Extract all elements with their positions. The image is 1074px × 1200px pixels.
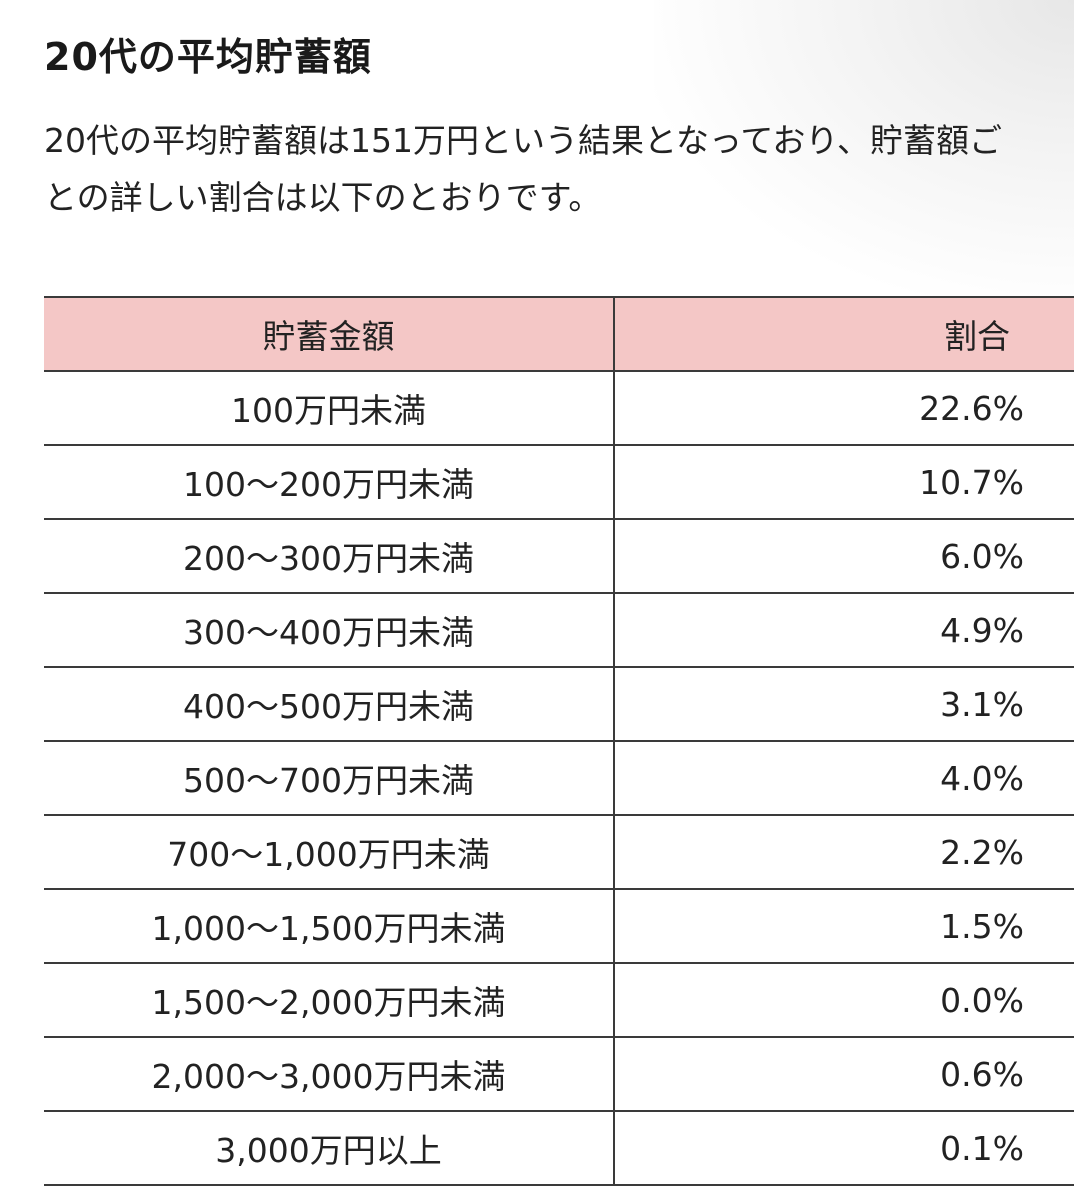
- table-row: 100万円未満 22.6%: [44, 370, 1074, 446]
- ratio-cell: 2.2%: [614, 814, 1074, 890]
- table-body: 100万円未満 22.6% 100～200万円未満 10.7% 200～300万円未満 6…: [44, 370, 1074, 1186]
- ratio-cell: 0.0%: [614, 962, 1074, 1038]
- column-header-savings-amount: 貯蓄金額: [44, 296, 615, 372]
- savings-range-cell: 700～1,000万円未満: [44, 814, 615, 890]
- savings-range-cell: 1,000～1,500万円未満: [44, 888, 615, 964]
- savings-range-cell: 500～700万円未満: [44, 740, 615, 816]
- ratio-cell: 10.7%: [614, 444, 1074, 520]
- table-row: 500～700万円未満 4.0%: [44, 740, 1074, 816]
- savings-range-cell: 100万円未満: [44, 370, 615, 446]
- table-row: 300～400万円未満 4.9%: [44, 592, 1074, 668]
- savings-range-cell: 200～300万円未満: [44, 518, 615, 594]
- savings-range-cell: 1,500～2,000万円未満: [44, 962, 615, 1038]
- table-row: 2,000～3,000万円未満 0.6%: [44, 1036, 1074, 1112]
- ratio-cell: 22.6%: [614, 370, 1074, 446]
- table-row: 1,500～2,000万円未満 0.0%: [44, 962, 1074, 1038]
- table-row: 1,000～1,500万円未満 1.5%: [44, 888, 1074, 964]
- section-heading: 20代の平均貯蓄額: [44, 35, 372, 79]
- ratio-cell: 4.0%: [614, 740, 1074, 816]
- savings-range-cell: 300～400万円未満: [44, 592, 615, 668]
- table-row: 700～1,000万円未満 2.2%: [44, 814, 1074, 890]
- ratio-cell: 0.6%: [614, 1036, 1074, 1112]
- table-row: 3,000万円以上 0.1%: [44, 1110, 1074, 1186]
- column-header-ratio: 割合: [614, 296, 1074, 372]
- ratio-cell: 4.9%: [614, 592, 1074, 668]
- savings-range-cell: 3,000万円以上: [44, 1110, 615, 1186]
- ratio-cell: 1.5%: [614, 888, 1074, 964]
- savings-range-cell: 100～200万円未満: [44, 444, 615, 520]
- savings-range-cell: 400～500万円未満: [44, 666, 615, 742]
- ratio-cell: 0.1%: [614, 1110, 1074, 1186]
- savings-table: 貯蓄金額 割合 100万円未満 22.6% 100～200万円未満 10.7% 200～…: [44, 296, 1074, 1186]
- table-row: 100～200万円未満 10.7%: [44, 444, 1074, 520]
- ratio-cell: 3.1%: [614, 666, 1074, 742]
- ratio-cell: 6.0%: [614, 518, 1074, 594]
- table-row: 400～500万円未満 3.1%: [44, 666, 1074, 742]
- table-row: 200～300万円未満 6.0%: [44, 518, 1074, 594]
- table-header-row: 貯蓄金額 割合: [44, 296, 1074, 372]
- savings-range-cell: 2,000～3,000万円未満: [44, 1036, 615, 1112]
- intro-paragraph: 20代の平均貯蓄額は151万円という結果となっており、貯蓄額ごとの詳しい割合は以…: [44, 121, 1003, 217]
